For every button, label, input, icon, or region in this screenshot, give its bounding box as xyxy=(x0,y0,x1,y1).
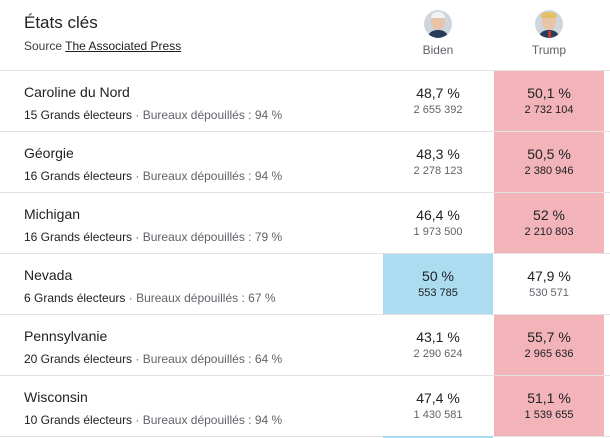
state-row[interactable]: Pennsylvanie 20 Grands électeurs · Bureau… xyxy=(0,315,610,376)
state-name: Géorgie xyxy=(24,145,74,161)
trump-result: 51,1 % 1 539 655 xyxy=(494,376,604,436)
biden-votes: 2 290 624 xyxy=(413,348,463,360)
state-meta: 10 Grands électeurs · Bureaux dépouillés… xyxy=(24,413,282,427)
candidate-name-biden: Biden xyxy=(422,43,454,57)
biden-result: 48,3 % 2 278 123 xyxy=(383,132,493,192)
state-row[interactable]: Michigan 16 Grands électeurs · Bureaux dé… xyxy=(0,193,610,254)
trump-result: 52 % 2 210 803 xyxy=(494,193,604,253)
meta-separator: · xyxy=(135,169,140,183)
source-label: Source xyxy=(24,39,63,53)
trump-result: 55,7 % 2 965 636 xyxy=(494,315,604,375)
biden-result: 50 % 553 785 xyxy=(383,254,493,314)
biden-percent: 50 % xyxy=(422,268,454,284)
state-row[interactable]: Wisconsin 10 Grands électeurs · Bureaux d… xyxy=(0,376,610,437)
state-name: Michigan xyxy=(24,206,81,222)
trump-result: 47,9 % 530 571 xyxy=(494,254,604,314)
candidate-trump: Trump xyxy=(494,10,604,57)
biden-votes: 1 973 500 xyxy=(413,226,463,238)
trump-result: 50,5 % 2 380 946 xyxy=(494,132,604,192)
trump-portrait-icon xyxy=(535,10,563,38)
trump-votes: 2 965 636 xyxy=(524,348,574,360)
trump-votes: 2 210 803 xyxy=(524,226,574,238)
trump-votes: 530 571 xyxy=(529,287,569,299)
state-name: Nevada xyxy=(24,267,73,283)
reporting-status: Bureaux dépouillés : 67 % xyxy=(136,291,276,305)
biden-percent: 46,4 % xyxy=(416,207,460,223)
state-name: Wisconsin xyxy=(24,389,88,405)
state-row[interactable]: Géorgie 16 Grands électeurs · Bureaux dép… xyxy=(0,132,610,193)
trump-percent: 55,7 % xyxy=(527,329,571,345)
trump-percent: 52 % xyxy=(533,207,565,223)
state-row[interactable]: Caroline du Nord 15 Grands électeurs · Bu… xyxy=(0,71,610,132)
biden-result: 47,4 % 1 430 581 xyxy=(383,376,493,436)
candidate-biden: Biden xyxy=(383,10,493,57)
biden-votes: 2 655 392 xyxy=(413,104,463,116)
state-meta: 16 Grands électeurs · Bureaux dépouillés… xyxy=(24,169,282,183)
electors-count: 16 Grands électeurs xyxy=(24,169,133,183)
biden-percent: 47,4 % xyxy=(416,390,460,406)
electors-count: 15 Grands électeurs xyxy=(24,108,133,122)
meta-separator: · xyxy=(135,352,140,366)
state-meta: 15 Grands électeurs · Bureaux dépouillés… xyxy=(24,108,282,122)
biden-result: 46,4 % 1 973 500 xyxy=(383,193,493,253)
state-meta: 16 Grands électeurs · Bureaux dépouillés… xyxy=(24,230,282,244)
reporting-status: Bureaux dépouillés : 94 % xyxy=(142,413,283,427)
state-meta: 6 Grands électeurs · Bureaux dépouillés … xyxy=(24,291,276,305)
meta-separator: · xyxy=(135,108,140,122)
trump-votes: 2 380 946 xyxy=(524,165,574,177)
source-line: Source The Associated Press xyxy=(24,39,181,53)
biden-percent: 48,3 % xyxy=(416,146,460,162)
electors-count: 16 Grands électeurs xyxy=(24,230,133,244)
card-header: États clés Source The Associated Press B… xyxy=(0,0,610,71)
electors-count: 6 Grands électeurs xyxy=(24,291,126,305)
biden-percent: 48,7 % xyxy=(416,85,460,101)
meta-separator: · xyxy=(128,291,133,305)
trump-votes: 1 539 655 xyxy=(524,409,574,421)
state-name: Caroline du Nord xyxy=(24,84,130,100)
reporting-status: Bureaux dépouillés : 94 % xyxy=(142,169,283,183)
trump-percent: 50,1 % xyxy=(527,85,571,101)
state-row[interactable]: Nevada 6 Grands électeurs · Bureaux dépou… xyxy=(0,254,610,315)
next-row-highlight xyxy=(383,436,493,438)
trump-percent: 51,1 % xyxy=(527,390,571,406)
reporting-status: Bureaux dépouillés : 94 % xyxy=(142,108,283,122)
state-results-list: Caroline du Nord 15 Grands électeurs · Bu… xyxy=(0,71,610,437)
source-link[interactable]: The Associated Press xyxy=(65,39,182,53)
reporting-status: Bureaux dépouillés : 79 % xyxy=(142,230,283,244)
biden-result: 48,7 % 2 655 392 xyxy=(383,71,493,131)
candidate-name-trump: Trump xyxy=(531,43,567,57)
trump-percent: 50,5 % xyxy=(527,146,571,162)
biden-votes: 2 278 123 xyxy=(413,165,463,177)
biden-votes: 1 430 581 xyxy=(413,409,463,421)
biden-result: 43,1 % 2 290 624 xyxy=(383,315,493,375)
electors-count: 20 Grands électeurs xyxy=(24,352,133,366)
reporting-status: Bureaux dépouillés : 64 % xyxy=(142,352,283,366)
trump-votes: 2 732 104 xyxy=(524,104,574,116)
electors-count: 10 Grands électeurs xyxy=(24,413,133,427)
state-meta: 20 Grands électeurs · Bureaux dépouillés… xyxy=(24,352,282,366)
biden-votes: 553 785 xyxy=(418,287,458,299)
card-title: États clés xyxy=(24,13,98,32)
meta-separator: · xyxy=(135,230,140,244)
biden-portrait-icon xyxy=(424,10,452,38)
trump-percent: 47,9 % xyxy=(527,268,571,284)
trump-result: 50,1 % 2 732 104 xyxy=(494,71,604,131)
biden-percent: 43,1 % xyxy=(416,329,460,345)
state-name: Pennsylvanie xyxy=(24,328,108,344)
meta-separator: · xyxy=(135,413,140,427)
